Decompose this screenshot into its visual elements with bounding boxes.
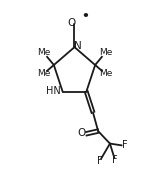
Text: O: O [67,18,75,28]
Text: •: • [82,10,90,23]
Text: F: F [122,140,127,150]
Text: Me: Me [37,69,50,78]
Text: N: N [74,41,82,51]
Text: F: F [97,156,102,166]
Text: Me: Me [99,48,112,57]
Text: Me: Me [99,69,112,78]
Text: O: O [78,128,86,138]
Text: F: F [112,155,117,165]
Text: HN: HN [46,86,61,96]
Text: Me: Me [37,48,50,57]
